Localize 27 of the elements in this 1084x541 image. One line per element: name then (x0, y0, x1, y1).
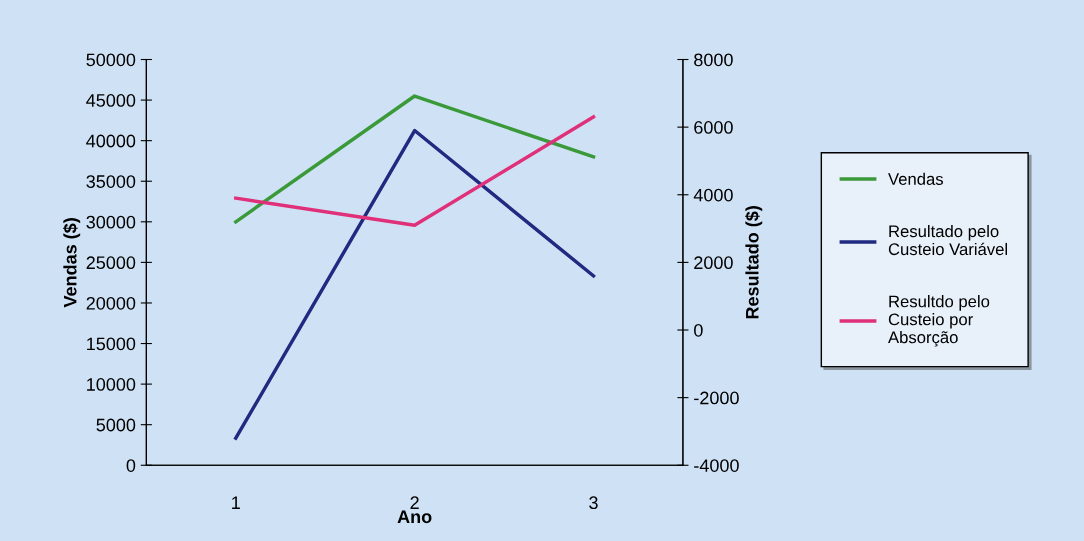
y2-tick-label: 6000 (694, 121, 733, 134)
y2-tick-label: -2000 (694, 391, 739, 405)
y2-tick-label: 0 (694, 323, 703, 337)
legend-label: Resultado pelo Custeio Variável (888, 224, 1008, 256)
y-tick-label: 40000 (86, 134, 136, 148)
y2-tick-label: 8000 (694, 53, 733, 67)
y-tick-label: 45000 (86, 94, 136, 107)
x-tick-label: 3 (589, 496, 598, 510)
x-tick-label: 1 (232, 496, 240, 509)
y-tick-label: 0 (126, 459, 136, 472)
y-tick-label: 15000 (87, 337, 136, 351)
y2-axis-title: Resultado ($) (745, 206, 763, 319)
y-tick-label: 50000 (86, 53, 136, 67)
y-tick-label: 35000 (86, 175, 136, 188)
y-tick-label: 20000 (86, 296, 136, 310)
x-tick-label: 2 (410, 496, 419, 509)
y-tick-label: 25000 (86, 256, 136, 270)
x-axis-title: Ano (397, 510, 432, 524)
y2-tick-label: 2000 (694, 256, 733, 270)
legend-label: Resultdo pelo Custeio por Absorção (888, 295, 990, 347)
y-tick-label: 30000 (86, 215, 136, 229)
y-axis-title: Vendas ($) (63, 218, 81, 308)
y2-tick-label: 4000 (693, 188, 733, 202)
legend-label: Vendas (888, 172, 944, 185)
y-tick-label: 10000 (87, 378, 136, 391)
y2-tick-label: -4000 (694, 459, 739, 472)
y-tick-label: 5000 (96, 418, 136, 432)
